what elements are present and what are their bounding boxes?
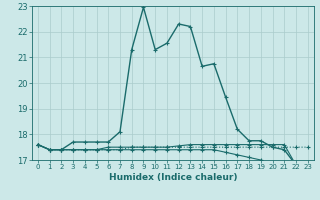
- X-axis label: Humidex (Indice chaleur): Humidex (Indice chaleur): [108, 173, 237, 182]
